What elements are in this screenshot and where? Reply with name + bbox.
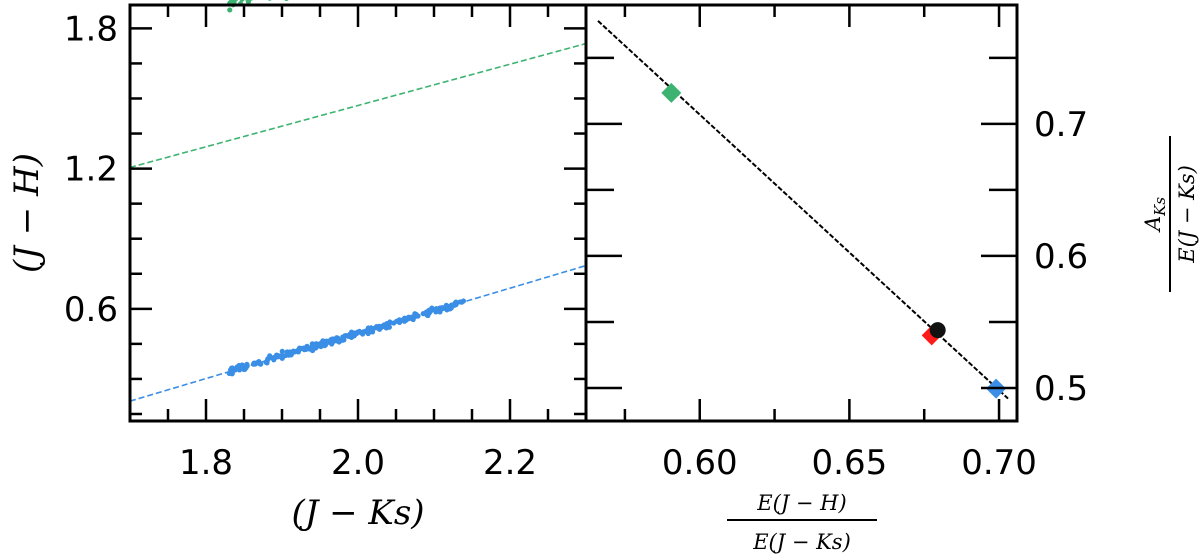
left-y-tick-label: 1.8	[64, 9, 118, 49]
blue-data-point	[267, 353, 273, 359]
right-point-circle-2	[929, 322, 946, 339]
blue-data-point	[448, 305, 454, 311]
blue-data-point	[317, 341, 323, 347]
right-y-tick-labels: 0.5 0.6 0.7	[1034, 105, 1088, 409]
left-fit-lines	[129, 42, 587, 402]
green-data-point	[284, 0, 289, 2]
right-y-label-subscript: Ks	[1151, 197, 1169, 217]
blue-data-point	[385, 323, 391, 329]
right-y-tick-label: 0.6	[1034, 237, 1088, 277]
left-x-tick-labels: 1.8 2.0 2.2	[179, 443, 537, 483]
right-x-label-numerator: E(J − H)	[756, 491, 846, 515]
left-scatter-points	[226, 0, 467, 377]
right-point-diamond-0	[661, 82, 682, 103]
blue-data-point	[241, 364, 248, 370]
blue-data-point	[229, 370, 235, 376]
left-x-tick-label: 2.2	[483, 443, 537, 483]
right-fit-line	[597, 20, 1009, 400]
blue-data-point	[309, 347, 316, 354]
right-y-axis-label: AKs E(J − Ks)	[1141, 136, 1199, 292]
blue-data-point	[457, 299, 463, 305]
blue-data-point	[323, 340, 329, 346]
blue-data-point	[288, 351, 294, 358]
green-data-point	[227, 7, 233, 13]
left-y-tick-label: 0.6	[64, 290, 118, 330]
right-x-tick-label: 0.65	[812, 443, 888, 483]
right-axis-ticks	[586, 5, 1017, 421]
green-data-point	[267, 0, 272, 1]
blue-data-point	[300, 345, 306, 351]
right-x-tick-label: 0.60	[662, 443, 738, 483]
blue-data-point	[398, 317, 404, 324]
blue-data-point	[376, 326, 383, 332]
left-plot-frame	[128, 3, 588, 423]
blue-data-point	[296, 347, 302, 353]
right-y-tick-label: 0.5	[1034, 369, 1088, 409]
blue-data-point	[328, 337, 334, 343]
right-y-label-denominator: E(J − Ks)	[1175, 165, 1199, 264]
blue-data-point	[360, 330, 366, 336]
left-x-tick-label: 1.8	[179, 443, 233, 483]
blue-data-point	[264, 360, 270, 366]
right-fit-line-dashed	[597, 20, 1009, 400]
blue-data-point	[346, 333, 352, 339]
left-x-tick-label: 2.0	[331, 443, 385, 483]
left-panel: 1.8 2.0 2.2 0.6 1.2 1.8 (J − Ks) (J − H)	[7, 0, 588, 533]
left-axis-ticks	[128, 5, 588, 421]
left-fit-line-0	[129, 42, 587, 169]
right-y-label-numerator-main: A	[1141, 216, 1165, 233]
left-x-axis-label: (J − Ks)	[291, 493, 424, 533]
right-x-label-denominator: E(J − Ks)	[752, 530, 851, 554]
right-y-tick-label: 0.7	[1034, 105, 1088, 145]
right-x-tick-labels: 0.60 0.65 0.70	[662, 443, 1037, 483]
right-y-label-numerator: AKs	[1141, 197, 1169, 233]
blue-data-point	[256, 359, 262, 365]
blue-data-point	[274, 353, 280, 360]
right-scatter-points	[661, 82, 1007, 399]
blue-data-point	[233, 366, 239, 372]
green-data-point	[245, 0, 252, 5]
blue-data-point	[430, 307, 436, 313]
blue-data-point	[410, 316, 416, 323]
left-y-axis-label: (J − H)	[7, 153, 47, 273]
blue-data-point	[453, 299, 459, 305]
right-x-axis-label: E(J − H) E(J − Ks)	[727, 491, 877, 554]
blue-data-point	[309, 343, 315, 349]
right-panel: 0.60 0.65 0.70 0.5 0.6 0.7 E(J − H) E(J − Ks…	[584, 3, 1199, 554]
blue-data-point	[354, 330, 360, 337]
blue-data-point	[278, 353, 285, 359]
blue-data-point	[340, 334, 346, 340]
blue-data-point	[437, 305, 443, 311]
left-y-tick-labels: 0.6 1.2 1.8	[64, 9, 118, 329]
right-plot-frame	[584, 3, 1019, 423]
left-y-tick-label: 1.2	[64, 150, 118, 190]
blue-data-point	[279, 348, 285, 354]
blue-data-point	[426, 307, 432, 314]
blue-data-point	[420, 311, 426, 317]
right-x-tick-label: 0.70	[961, 443, 1037, 483]
blue-data-point	[412, 311, 418, 317]
